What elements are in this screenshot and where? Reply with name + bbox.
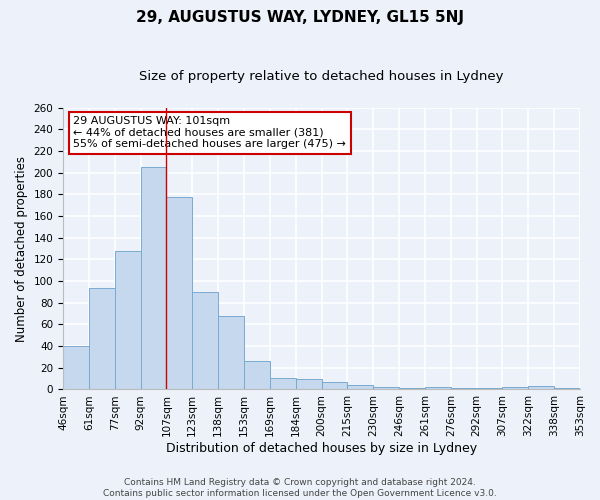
Bar <box>166 196 192 390</box>
Bar <box>296 378 322 390</box>
Bar <box>322 382 347 390</box>
Text: 29 AUGUSTUS WAY: 101sqm
← 44% of detached houses are smaller (381)
55% of semi-d: 29 AUGUSTUS WAY: 101sqm ← 44% of detache… <box>73 116 346 150</box>
Bar <box>425 388 451 390</box>
Y-axis label: Number of detached properties: Number of detached properties <box>15 156 28 342</box>
Bar <box>373 388 399 390</box>
Title: Size of property relative to detached houses in Lydney: Size of property relative to detached ho… <box>139 70 504 83</box>
Bar <box>192 292 218 390</box>
X-axis label: Distribution of detached houses by size in Lydney: Distribution of detached houses by size … <box>166 442 477 455</box>
Bar <box>451 388 476 390</box>
Bar <box>244 362 270 390</box>
Bar <box>476 388 502 390</box>
Bar <box>399 388 425 390</box>
Bar <box>89 288 115 390</box>
Bar <box>140 168 166 390</box>
Bar <box>502 388 529 390</box>
Text: Contains HM Land Registry data © Crown copyright and database right 2024.
Contai: Contains HM Land Registry data © Crown c… <box>103 478 497 498</box>
Bar <box>115 251 140 390</box>
Bar <box>554 388 580 390</box>
Text: 29, AUGUSTUS WAY, LYDNEY, GL15 5NJ: 29, AUGUSTUS WAY, LYDNEY, GL15 5NJ <box>136 10 464 25</box>
Bar <box>63 346 89 390</box>
Bar <box>347 385 373 390</box>
Bar <box>218 316 244 390</box>
Bar <box>270 378 296 390</box>
Bar <box>529 386 554 390</box>
